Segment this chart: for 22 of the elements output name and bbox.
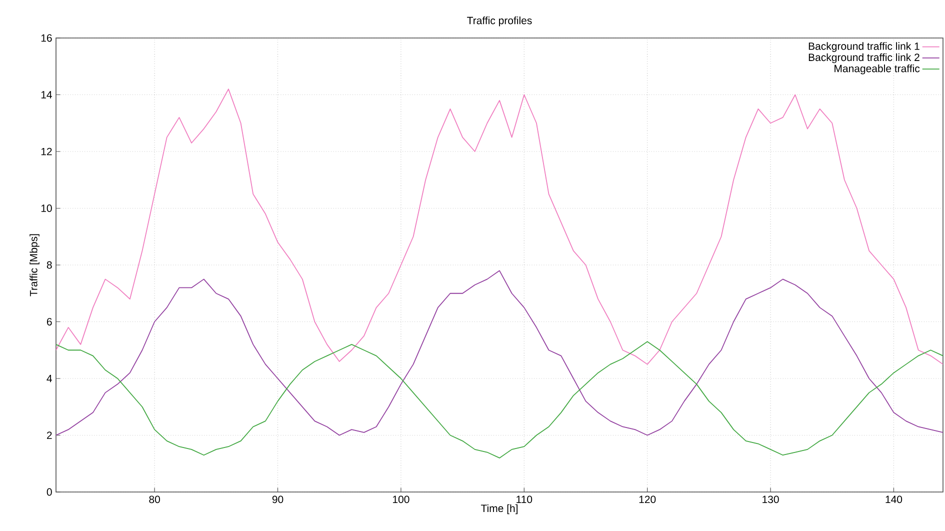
y-tick-label: 8 <box>46 261 52 269</box>
chart-title: Traffic profiles <box>467 16 532 26</box>
legend-label: Manageable traffic <box>834 64 920 74</box>
x-tick-label: 100 <box>392 496 410 504</box>
y-tick-label: 16 <box>41 34 52 42</box>
y-tick-label: 4 <box>46 374 52 382</box>
x-tick-label: 90 <box>272 496 284 504</box>
x-tick-label: 140 <box>886 496 902 504</box>
x-tick-label: 130 <box>762 496 779 504</box>
x-tick-label: 80 <box>149 496 160 504</box>
y-tick-label: 6 <box>46 318 52 326</box>
x-tick-label: 120 <box>639 496 656 504</box>
y-axis-title: Traffic [Mbps] <box>30 234 40 296</box>
x-axis-title: Time [h] <box>480 504 518 514</box>
y-tick-label: 0 <box>46 488 52 496</box>
y-tick-label: 12 <box>41 148 52 156</box>
y-tick-label: 14 <box>41 91 52 98</box>
x-tick-label: 110 <box>516 496 532 504</box>
y-tick-label: 10 <box>41 204 52 212</box>
y-tick-label: 2 <box>46 432 52 439</box>
legend-label: Background traffic link 2 <box>808 53 920 64</box>
legend-label: Background traffic link 1 <box>808 42 920 52</box>
